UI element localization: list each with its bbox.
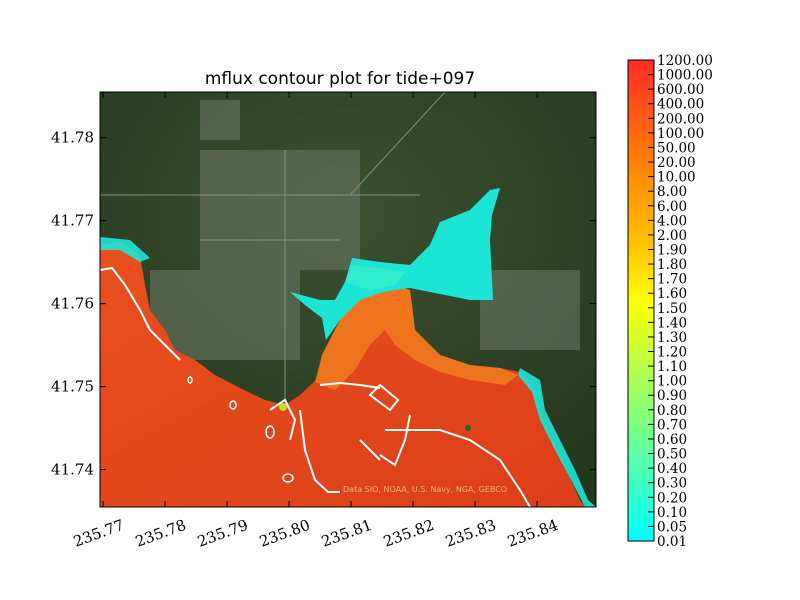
colorbar-level-label: 1.40: [657, 315, 687, 331]
small-islands: [187, 376, 294, 483]
coast-cyan-fringe: [100, 237, 150, 262]
colorbar-level-label: 0.60: [657, 432, 687, 448]
colorbar-level-label: 1.90: [657, 242, 687, 258]
colorbar-level-label: 0.10: [657, 505, 687, 521]
water-low-flux: [290, 188, 500, 340]
colorbar-ticks: 0.010.050.100.200.300.400.500.600.700.80…: [648, 53, 713, 550]
roads: [100, 92, 446, 400]
colorbar-level-label: 600.00: [657, 82, 704, 98]
water-low-edge: [345, 265, 405, 290]
colorbar-level-label: 1.80: [657, 257, 687, 273]
colorbar-level-label: 10.00: [657, 170, 696, 186]
x-tick-label: 235.78: [133, 516, 188, 551]
x-tick-label: 235.77: [71, 516, 126, 551]
colorbar: [627, 59, 655, 542]
colorbar-level-label: 1.20: [657, 345, 687, 361]
colorbar-level-label: 1.50: [657, 301, 687, 317]
colorbar-level-label: 50.00: [657, 140, 696, 156]
colorbar-level-label: 1.60: [657, 286, 687, 302]
chart-title: mflux contour plot for tide+097: [205, 69, 475, 89]
map-attribution: Data SIO, NOAA, U.S. Navy, NGA, GEBCO: [343, 485, 507, 494]
colorbar-level-label: 0.50: [657, 447, 687, 463]
y-tick-label: 41.74: [51, 461, 94, 479]
colorbar-level-label: 8.00: [657, 184, 687, 200]
axes-frame: [99, 91, 597, 508]
y-axis: 41.74 41.75 41.76 41.77 41.78: [51, 129, 596, 479]
y-tick-label: 41.75: [51, 378, 94, 396]
y-tick-label: 41.78: [51, 129, 94, 147]
x-tick-label: 235.79: [195, 516, 250, 551]
jetty-marker: [465, 425, 471, 431]
colorbar-level-label: 400.00: [657, 97, 704, 113]
x-tick-label: 235.83: [443, 516, 498, 551]
colorbar-level-label: 0.90: [657, 388, 687, 404]
colorbar-level-label: 0.01: [657, 534, 687, 550]
y-tick-label: 41.77: [51, 212, 94, 230]
y-tick-label: 41.76: [51, 295, 94, 313]
colorbar-level-label: 0.05: [657, 519, 687, 535]
colorbar-level-label: 0.30: [657, 476, 687, 492]
shoreline-lines: [100, 266, 531, 507]
colorbar-level-label: 1000.00: [657, 68, 713, 84]
coast-cyan-fringe-east: [518, 368, 596, 507]
x-tick-label: 235.81: [319, 516, 374, 551]
colorbar-level-label: 6.00: [657, 199, 687, 215]
x-tick-label: 235.80: [257, 516, 312, 551]
colorbar-level-label: 0.70: [657, 417, 687, 433]
colorbar-level-label: 0.80: [657, 403, 687, 419]
colorbar-level-label: 20.00: [657, 155, 696, 171]
colorbar-level-label: 200.00: [657, 111, 704, 127]
colorbar-level-label: 1.70: [657, 272, 687, 288]
colorbar-level-label: 0.40: [657, 461, 687, 477]
urban-patches: [150, 100, 580, 360]
colorbar-level-label: 100.00: [657, 126, 704, 142]
x-tick-label: 235.82: [381, 516, 436, 551]
colorbar-level-label: 1200.00: [657, 53, 713, 69]
colorbar-level-label: 1.10: [657, 359, 687, 375]
colorbar-level-label: 2.00: [657, 228, 687, 244]
colorbar-level-label: 4.00: [657, 213, 687, 229]
x-tick-label: 235.84: [505, 516, 560, 551]
colorbar-level-label: 1.30: [657, 330, 687, 346]
colorbar-level-label: 1.00: [657, 374, 687, 390]
colorbar-level-label: 0.20: [657, 490, 687, 506]
jetty-marker: [279, 403, 287, 411]
map-area: Data SIO, NOAA, U.S. Navy, NGA, GEBCO: [100, 92, 596, 507]
water-mid-flux: [315, 286, 518, 390]
